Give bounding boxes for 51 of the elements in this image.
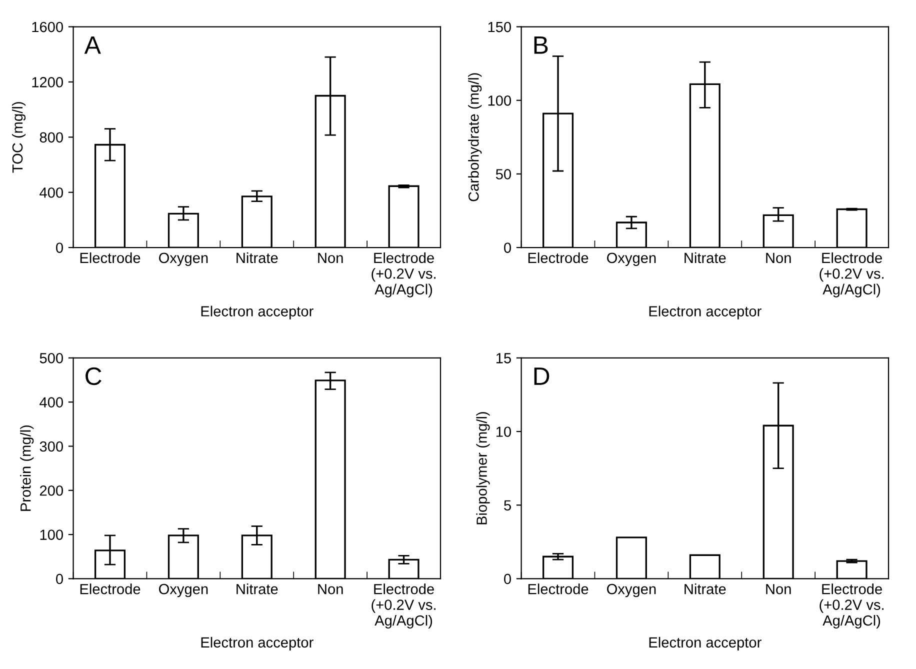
y-tick-label: 5 — [504, 500, 511, 511]
y-tick-label: 500 — [40, 353, 63, 364]
y-tick-label: 150 — [488, 22, 512, 32]
y-tick-label: 300 — [40, 441, 63, 452]
x-axis-title: Electron acceptor — [649, 636, 762, 650]
x-tick-label: Electrode (+0.2V vs. Ag/AgCl) — [820, 584, 884, 629]
x-tick-label: Nitrate — [684, 252, 726, 264]
x-axis-title: Electron acceptor — [201, 306, 314, 320]
x-tick-label: Non — [766, 252, 791, 264]
annotation: D — [534, 368, 550, 385]
y-tick-label: 400 — [40, 397, 63, 408]
x-tick-label: Electrode (+0.2V vs. Ag/AgCl) — [372, 252, 436, 298]
y-tick-label: 50 — [496, 169, 512, 180]
y-tick-label: 200 — [40, 485, 63, 496]
x-tick-label: Non — [318, 252, 343, 264]
x-tick-label: Nitrate — [684, 584, 726, 594]
x-tick-label: Electrode — [528, 252, 588, 264]
x-tick-label: Non — [766, 584, 791, 594]
y-tick-label: 15 — [496, 353, 511, 364]
y-tick-label: 100 — [488, 95, 512, 106]
annotation: B — [534, 36, 548, 54]
x-tick-label: Non — [318, 584, 343, 594]
y-axis-title: Protein (mg/l) — [20, 425, 34, 511]
y-tick-label: 1600 — [32, 22, 63, 32]
x-tick-label: Electrode (+0.2V vs. Ag/AgCl) — [372, 584, 436, 629]
x-tick-label: Electrode — [528, 584, 588, 594]
x-axis-title: Electron acceptor — [649, 306, 762, 320]
annotation: A — [84, 36, 101, 54]
y-tick-label: 100 — [40, 530, 63, 540]
x-tick-label: Oxygen — [159, 584, 208, 598]
y-axis-title: TOC (mg/l) — [12, 102, 26, 173]
y-tick-label: 800 — [40, 132, 63, 143]
x-tick-label: Electrode — [80, 584, 140, 594]
y-tick-label: 0 — [504, 242, 512, 253]
y-tick-label: 400 — [40, 187, 63, 198]
annotation: C — [86, 367, 102, 386]
x-tick-label: Electrode — [80, 252, 140, 264]
y-axis-title: Carbohydrate (mg/l) — [468, 73, 482, 202]
x-tick-label: Oxygen — [159, 252, 208, 266]
x-tick-label: Electrode (+0.2V vs. Ag/AgCl) — [820, 252, 884, 298]
y-tick-label: 0 — [56, 574, 63, 584]
y-tick-label: 0 — [504, 574, 512, 584]
y-tick-label: 1200 — [32, 77, 63, 88]
x-tick-label: Oxygen — [607, 584, 656, 598]
x-tick-label: Nitrate — [236, 584, 278, 594]
y-tick-label: 0 — [56, 242, 63, 253]
x-tick-label: Oxygen — [607, 252, 656, 266]
y-tick-label: 10 — [496, 426, 512, 437]
x-axis-title: Electron acceptor — [201, 636, 314, 650]
y-axis-title: Biopolymer (mg/l) — [476, 412, 490, 524]
x-tick-label: Nitrate — [236, 252, 278, 264]
